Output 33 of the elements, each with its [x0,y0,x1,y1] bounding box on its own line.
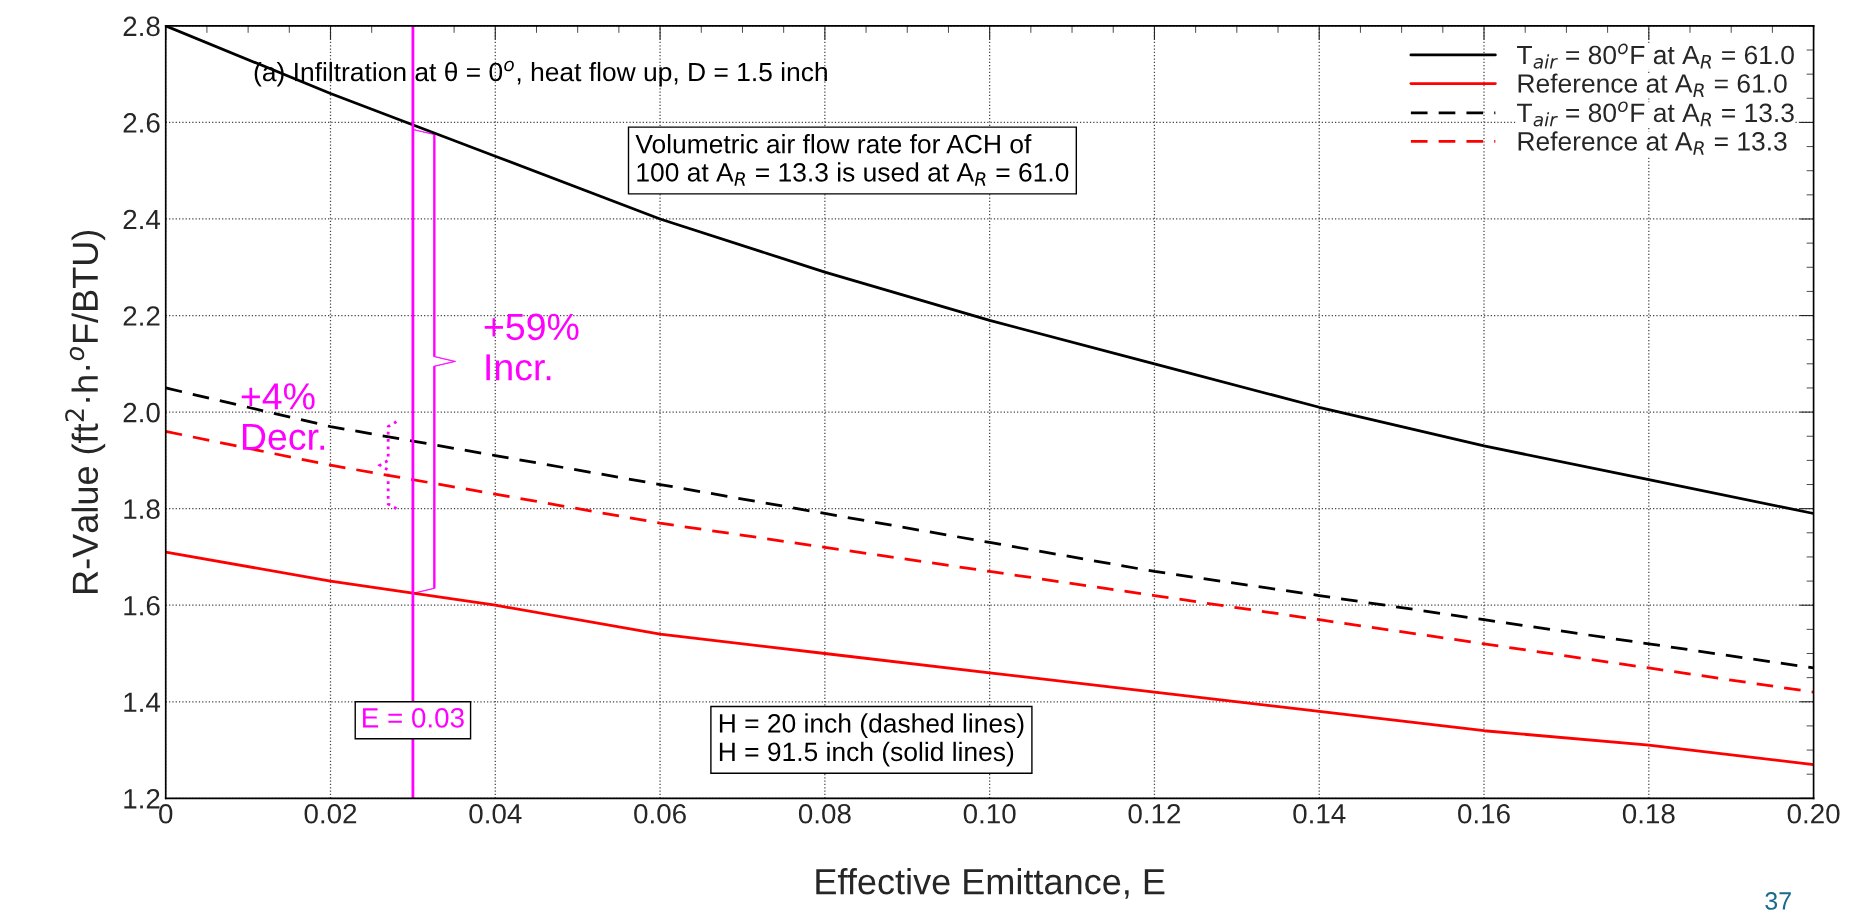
y-tick-label: 1.8 [124,499,160,519]
x-tick-label: 0.06 [634,803,686,824]
x-tick-label: 0 [159,803,173,824]
y-tick-label: 2.2 [123,306,160,326]
annotation: Volumetric air flow rate for ACH of 100 at A$_{R}$ = 13.3 is used at A$_{R}$ = 61.0 [635,134,1069,186]
x-axis-title: Effective Emittance, E [816,867,1165,899]
x-tick-label: 0.18 [1622,803,1675,824]
y-tick-label: 1.4 [124,692,161,712]
x-tick-label: 0.10 [963,803,1016,824]
x-tick-label: 0.12 [1128,803,1181,824]
legend-label: T$_{air}$ = 80$^{o}$F at A$_{R}$ = 13.3 [1517,101,1794,127]
text: 37 [1765,892,1791,910]
x-tick-label: 0.08 [798,803,851,824]
x-tick-label: 0.04 [469,803,522,824]
y-tick-label: 2.6 [123,113,160,133]
y-axis-title: R-Value (ft$^{2}$·h·$^{o}$F/BTU) [65,230,106,593]
legend-label: Reference at A$_{R}$ = 61.0 [1518,73,1787,97]
legend-label: Reference at A$_{R}$ = 13.3 [1518,131,1787,155]
y-tick-label: 1.6 [124,595,160,616]
annotation: +59% Incr. [484,313,579,381]
legend-label: T$_{air}$ = 80$^{o}$F at A$_{R}$ = 61.0 [1517,43,1794,69]
ref-line-label: E = 0.03 [363,708,464,728]
y-tick-label: 2.0 [123,402,160,423]
x-tick-label: 0.02 [304,803,357,824]
annotation: H = 20 inch (dashed lines) H = 91.5 inch (solid lines) [719,713,1024,767]
annotation: +4% Decr. [241,383,324,451]
x-tick-label: 0.20 [1787,803,1840,824]
x-tick-label: 0.16 [1458,803,1510,824]
y-tick-label: 2.8 [123,16,160,37]
y-tick-label: 1.2 [124,789,160,809]
y-tick-label: 2.4 [123,209,161,230]
line-series [165,550,1814,766]
x-tick-label: 0.14 [1293,803,1346,824]
